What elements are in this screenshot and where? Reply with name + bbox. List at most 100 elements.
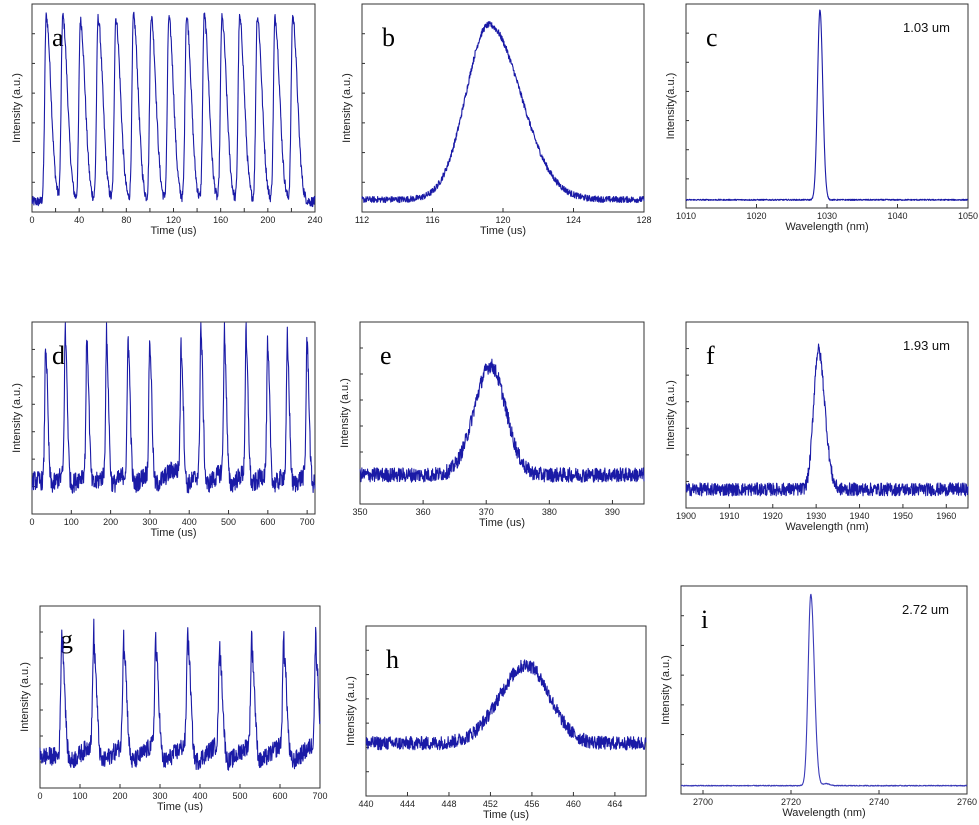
x-tick-label: 0 bbox=[29, 215, 34, 225]
signal-trace bbox=[31, 322, 316, 494]
x-axis-label: Time (us) bbox=[480, 225, 526, 237]
x-tick-label: 370 bbox=[479, 507, 494, 517]
panel-a: 0 40 80 120 160 200 240 Time (us) Intensity (a.u… bbox=[11, 3, 323, 237]
x-tick-label: 2700 bbox=[693, 797, 713, 807]
panel-h: 440 444 448 452 456 460 464 Time (us) Intensity … bbox=[345, 625, 647, 821]
plot-frame bbox=[685, 3, 969, 209]
x-tick-label: 452 bbox=[483, 799, 498, 809]
x-tick-label: 500 bbox=[221, 517, 236, 527]
y-axis-label: Intensity (a.u.) bbox=[339, 378, 351, 448]
x-tick-label: 0 bbox=[37, 791, 42, 801]
x-tick-label: 500 bbox=[232, 791, 247, 801]
signal-trace bbox=[685, 343, 969, 497]
x-tick-label: 400 bbox=[182, 517, 197, 527]
y-axis-label: Intensity(a.u.) bbox=[665, 73, 677, 140]
x-tick-label: 100 bbox=[64, 517, 79, 527]
panel-letter: a bbox=[52, 23, 64, 52]
x-tick-label: 448 bbox=[441, 799, 456, 809]
x-tick-label: 240 bbox=[307, 215, 322, 225]
x-axis-label: Time (us) bbox=[150, 527, 196, 539]
x-tick-label: 200 bbox=[112, 791, 127, 801]
panel-g: 0 100 200 300 400 500 600 700 Time (us) Intensity… bbox=[19, 605, 328, 813]
x-tick-label: 1050 bbox=[958, 211, 978, 221]
panel-letter: e bbox=[380, 341, 392, 370]
x-axis-label: Time (us) bbox=[157, 801, 203, 813]
plot-frame bbox=[39, 605, 321, 789]
panel-letter: f bbox=[706, 341, 715, 370]
y-axis-label: Intensity (a.u.) bbox=[11, 383, 23, 453]
x-tick-label: 1030 bbox=[817, 211, 837, 221]
x-tick-label: 1020 bbox=[746, 211, 766, 221]
x-tick-label: 300 bbox=[142, 517, 157, 527]
x-tick-label: 460 bbox=[566, 799, 581, 809]
x-tick-label: 80 bbox=[121, 215, 131, 225]
plot-frame bbox=[685, 321, 969, 509]
x-tick-label: 350 bbox=[352, 507, 367, 517]
panel-i: 2700 2720 2740 2760 Wavelength (nm) Intensity… bbox=[660, 585, 977, 819]
panel-letter: b bbox=[382, 23, 395, 52]
x-tick-label: 160 bbox=[213, 215, 228, 225]
x-tick-label: 128 bbox=[636, 215, 651, 225]
x-tick-label: 464 bbox=[607, 799, 622, 809]
panel-f: 1900 1910 1920 1930 1940 1950 1960 Wavelength (… bbox=[665, 321, 969, 533]
x-tick-label: 360 bbox=[416, 507, 431, 517]
wavelength-annotation: 1.93 um bbox=[903, 338, 950, 353]
signal-trace bbox=[365, 659, 647, 751]
panel-d: 0 100 200 300 400 500 600 700 Time (us) Intensity… bbox=[11, 321, 316, 539]
plot-frame bbox=[680, 585, 968, 795]
panel-c: 1010 1020 1030 1040 1050 Wavelength (nm) Inten… bbox=[665, 3, 978, 233]
x-axis-label: Time (us) bbox=[483, 809, 529, 821]
y-axis-label: Intensity (a.u.) bbox=[11, 73, 23, 143]
x-tick-label: 444 bbox=[400, 799, 415, 809]
x-axis-label: Time (us) bbox=[150, 225, 196, 237]
panel-letter: d bbox=[52, 341, 65, 370]
x-tick-label: 40 bbox=[74, 215, 84, 225]
x-tick-label: 1910 bbox=[719, 511, 739, 521]
x-tick-label: 2720 bbox=[781, 797, 801, 807]
y-axis-label: Intensity (a.u.) bbox=[341, 73, 353, 143]
panel-b: 112 116 120 124 128 Time (us) Intensity (a.u.)… bbox=[341, 3, 652, 237]
y-axis-label: Intensity (a.u.) bbox=[345, 676, 357, 746]
x-tick-label: 300 bbox=[152, 791, 167, 801]
x-tick-label: 1040 bbox=[887, 211, 907, 221]
x-tick-label: 440 bbox=[358, 799, 373, 809]
x-tick-label: 1900 bbox=[676, 511, 696, 521]
x-tick-label: 600 bbox=[260, 517, 275, 527]
x-axis-label: Wavelength (nm) bbox=[785, 221, 868, 233]
x-tick-label: 2760 bbox=[957, 797, 977, 807]
x-tick-label: 200 bbox=[260, 215, 275, 225]
x-tick-label: 112 bbox=[355, 215, 369, 225]
x-tick-label: 2740 bbox=[869, 797, 889, 807]
x-tick-label: 100 bbox=[72, 791, 87, 801]
x-axis-label: Wavelength (nm) bbox=[785, 521, 868, 533]
x-tick-label: 1920 bbox=[763, 511, 783, 521]
signal-trace bbox=[680, 593, 968, 787]
x-tick-label: 120 bbox=[495, 215, 510, 225]
plot-frame bbox=[361, 3, 645, 213]
x-tick-label: 700 bbox=[312, 791, 327, 801]
x-tick-label: 1010 bbox=[676, 211, 696, 221]
wavelength-annotation: 1.03 um bbox=[903, 20, 950, 35]
x-tick-label: 1940 bbox=[850, 511, 870, 521]
x-axis-label: Time (us) bbox=[479, 517, 525, 529]
x-axis-label: Wavelength (nm) bbox=[782, 807, 865, 819]
panel-letter: h bbox=[386, 645, 399, 674]
panel-letter: i bbox=[701, 605, 708, 634]
y-axis-label: Intensity (a.u.) bbox=[665, 380, 677, 450]
x-tick-label: 1960 bbox=[936, 511, 956, 521]
x-tick-label: 1950 bbox=[893, 511, 913, 521]
x-tick-label: 1930 bbox=[806, 511, 826, 521]
y-axis-label: Intensity (a.u.) bbox=[660, 655, 672, 725]
x-tick-label: 700 bbox=[300, 517, 315, 527]
panel-letter: c bbox=[706, 23, 718, 52]
x-tick-label: 456 bbox=[524, 799, 539, 809]
signal-trace bbox=[31, 11, 316, 208]
x-tick-label: 120 bbox=[166, 215, 181, 225]
signal-trace bbox=[39, 618, 321, 771]
signal-trace bbox=[685, 9, 969, 201]
plot-frame bbox=[365, 625, 647, 797]
signal-trace bbox=[359, 358, 645, 483]
x-tick-label: 390 bbox=[605, 507, 620, 517]
x-tick-label: 0 bbox=[29, 517, 34, 527]
